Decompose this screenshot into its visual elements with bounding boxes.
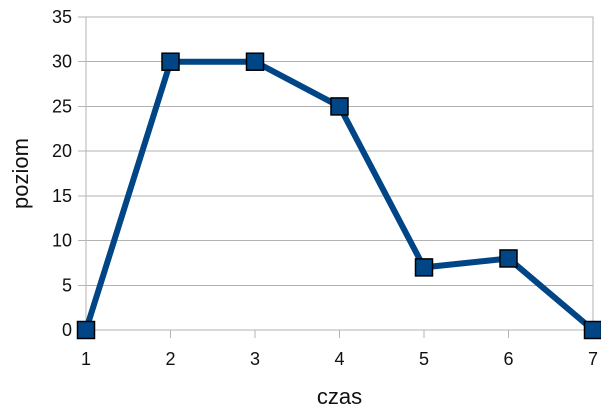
x-tick-label: 1 xyxy=(81,349,91,369)
y-tick-label: 10 xyxy=(52,231,72,251)
y-tick-label: 15 xyxy=(52,186,72,206)
x-tick-label: 2 xyxy=(165,349,175,369)
x-tick-label: 3 xyxy=(250,349,260,369)
data-point-marker xyxy=(330,97,349,116)
data-point-marker xyxy=(245,52,265,71)
grid-lines xyxy=(78,16,593,331)
x-tick-label: 5 xyxy=(419,349,429,369)
y-tick-label: 25 xyxy=(52,96,72,116)
data-point-marker xyxy=(414,258,434,277)
data-point-marker xyxy=(161,52,180,71)
y-tick-label: 5 xyxy=(62,275,72,295)
data-point-marker xyxy=(499,249,518,268)
y-tick-label: 30 xyxy=(52,52,72,72)
y-tick-label: 20 xyxy=(52,141,72,161)
data-point-marker xyxy=(76,320,96,340)
y-axis-title: poziom xyxy=(8,138,33,209)
x-tick-label: 6 xyxy=(503,349,513,369)
x-axis-ticks: 1 2 3 4 5 6 7 xyxy=(81,330,598,369)
y-tick-label: 35 xyxy=(52,7,72,27)
marker-layer xyxy=(76,52,601,340)
data-point-marker xyxy=(583,320,601,340)
x-tick-label: 4 xyxy=(334,349,344,369)
x-axis-title: czas xyxy=(317,384,362,409)
y-tick-label: 0 xyxy=(62,320,72,340)
y-axis-ticks: 0 5 10 15 20 25 30 35 xyxy=(52,7,72,340)
x-tick-label: 7 xyxy=(588,349,598,369)
